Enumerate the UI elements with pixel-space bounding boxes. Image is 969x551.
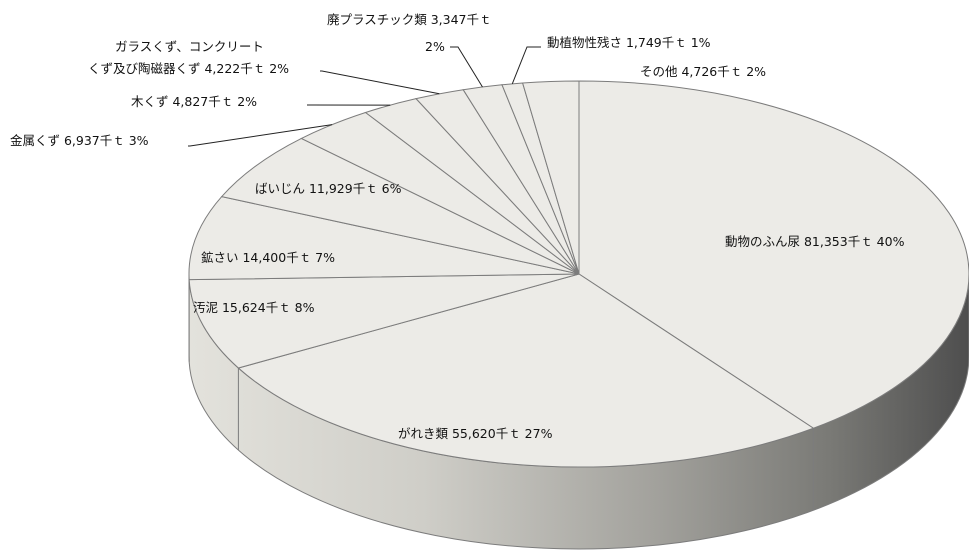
slice-label-baijin: ばいじん 11,929千ｔ 6%: [255, 181, 402, 196]
slice-label-garasukuzu-line1: ガラスくず、コンクリート: [115, 39, 264, 54]
leader-lines: [188, 46, 541, 147]
pie-slice-5: [220, 137, 580, 275]
slice-label-garasukuzu-line2: くず及び陶磁器くず 4,222千ｔ 2%: [88, 61, 289, 76]
slice-label-sonota: その他 4,726千ｔ 2%: [640, 64, 766, 79]
slice-label-odei: 汚泥 15,624千ｔ 8%: [193, 300, 315, 315]
pie-slice-3: [188, 273, 580, 369]
slice-label-kikuzu: 木くず 4,827千ｔ 2%: [131, 94, 257, 109]
slice-labels: 動物のふん尿 81,353千ｔ 40% がれき類 55,620千ｔ 27% 汚泥…: [10, 12, 905, 441]
slice-label-doshokubutsu: 動植物性残さ 1,749千ｔ 1%: [547, 35, 711, 50]
leader-line-slice-9: [450, 46, 483, 88]
slice-label-dobutsu-funnyo: 動物のふん尿 81,353千ｔ 40%: [725, 234, 905, 249]
leader-line-slice-8: [320, 70, 440, 95]
slice-label-kinzokukuzu: 金属くず 6,937千ｔ 3%: [10, 133, 149, 148]
pie-slice-2: [237, 273, 815, 468]
pie-slice-11: [521, 80, 580, 275]
slice-label-gareki: がれき類 55,620千ｔ 27%: [398, 426, 553, 441]
slice-label-haipura-line2: 2%: [425, 39, 445, 54]
slice-label-haipura-line1: 廃プラスチック類 3,347千ｔ: [327, 12, 492, 27]
pie-slices: [188, 80, 969, 468]
pie-slice-4: [188, 196, 580, 281]
pie-slice-1: [578, 80, 969, 429]
slice-label-kousai: 鉱さい 14,400千ｔ 7%: [201, 250, 335, 265]
leader-line-slice-10: [511, 46, 541, 85]
leader-line-slice-6: [188, 124, 333, 147]
